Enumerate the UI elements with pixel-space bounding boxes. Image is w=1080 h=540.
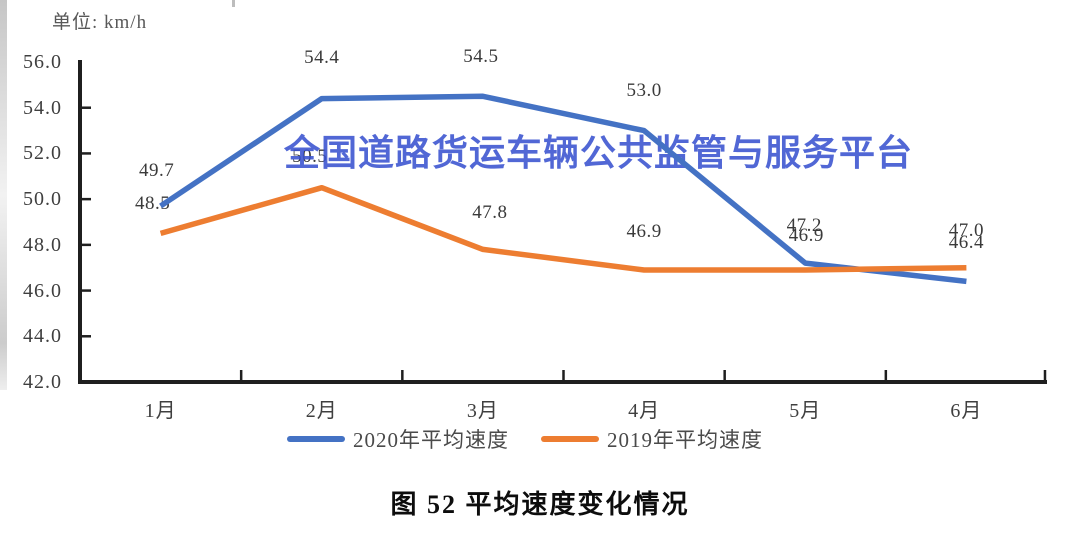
legend-swatch-2019	[541, 436, 599, 442]
scan-edge-artifact	[0, 0, 7, 390]
line-2019	[159, 184, 967, 273]
y-tick-label: 56.0	[23, 51, 62, 73]
axis-spines	[78, 60, 1047, 384]
data-label: 54.5	[463, 46, 499, 68]
data-label: 50.5	[292, 145, 328, 167]
data-label: 48.5	[134, 193, 171, 215]
data-label: 53.0	[626, 79, 662, 101]
data-label: 47.2	[786, 215, 822, 237]
x-tick-label: 3月	[466, 400, 499, 422]
axis-ticks	[80, 106, 1047, 382]
line-chart	[78, 60, 1047, 384]
y-tick-label: 44.0	[23, 325, 62, 348]
watermark-text: 全国道路货运车辆公共监管与服务平台	[284, 132, 914, 173]
legend-swatch-2020	[287, 436, 345, 442]
data-label: 46.9	[626, 221, 662, 242]
y-tick-label: 54.0	[23, 96, 62, 119]
y-tick-label: 50.0	[23, 188, 62, 211]
legend-label-2019: 2019年平均速度	[607, 428, 763, 452]
axis-unit-label: 单位: km/h	[52, 12, 148, 33]
y-tick-label: 42.0	[23, 371, 62, 393]
legend-label-2020: 2020年平均速度	[353, 428, 509, 452]
scan-edge-notch	[232, 0, 235, 7]
data-label: 47.8	[472, 202, 508, 224]
data-label: 46.4	[948, 232, 985, 254]
y-tick-label: 48.0	[23, 233, 62, 256]
x-tick-label: 2月	[305, 400, 338, 422]
x-tick-label: 5月	[789, 400, 822, 422]
y-tick-label: 46.0	[23, 279, 62, 302]
x-tick-label: 1月	[144, 400, 177, 422]
data-label: 47.0	[948, 219, 985, 241]
x-tick-label: 4月	[628, 400, 661, 422]
chart-legend: 2020年平均速度 2019年平均速度	[287, 424, 763, 454]
y-tick-label: 52.0	[23, 142, 62, 165]
data-label: 49.7	[138, 160, 175, 181]
data-label: 54.4	[304, 46, 340, 68]
line-2020	[159, 93, 967, 285]
x-tick-label: 6月	[950, 400, 983, 422]
data-label: 46.9	[788, 225, 824, 246]
figure-caption: 图 52 平均速度变化情况	[390, 490, 690, 519]
